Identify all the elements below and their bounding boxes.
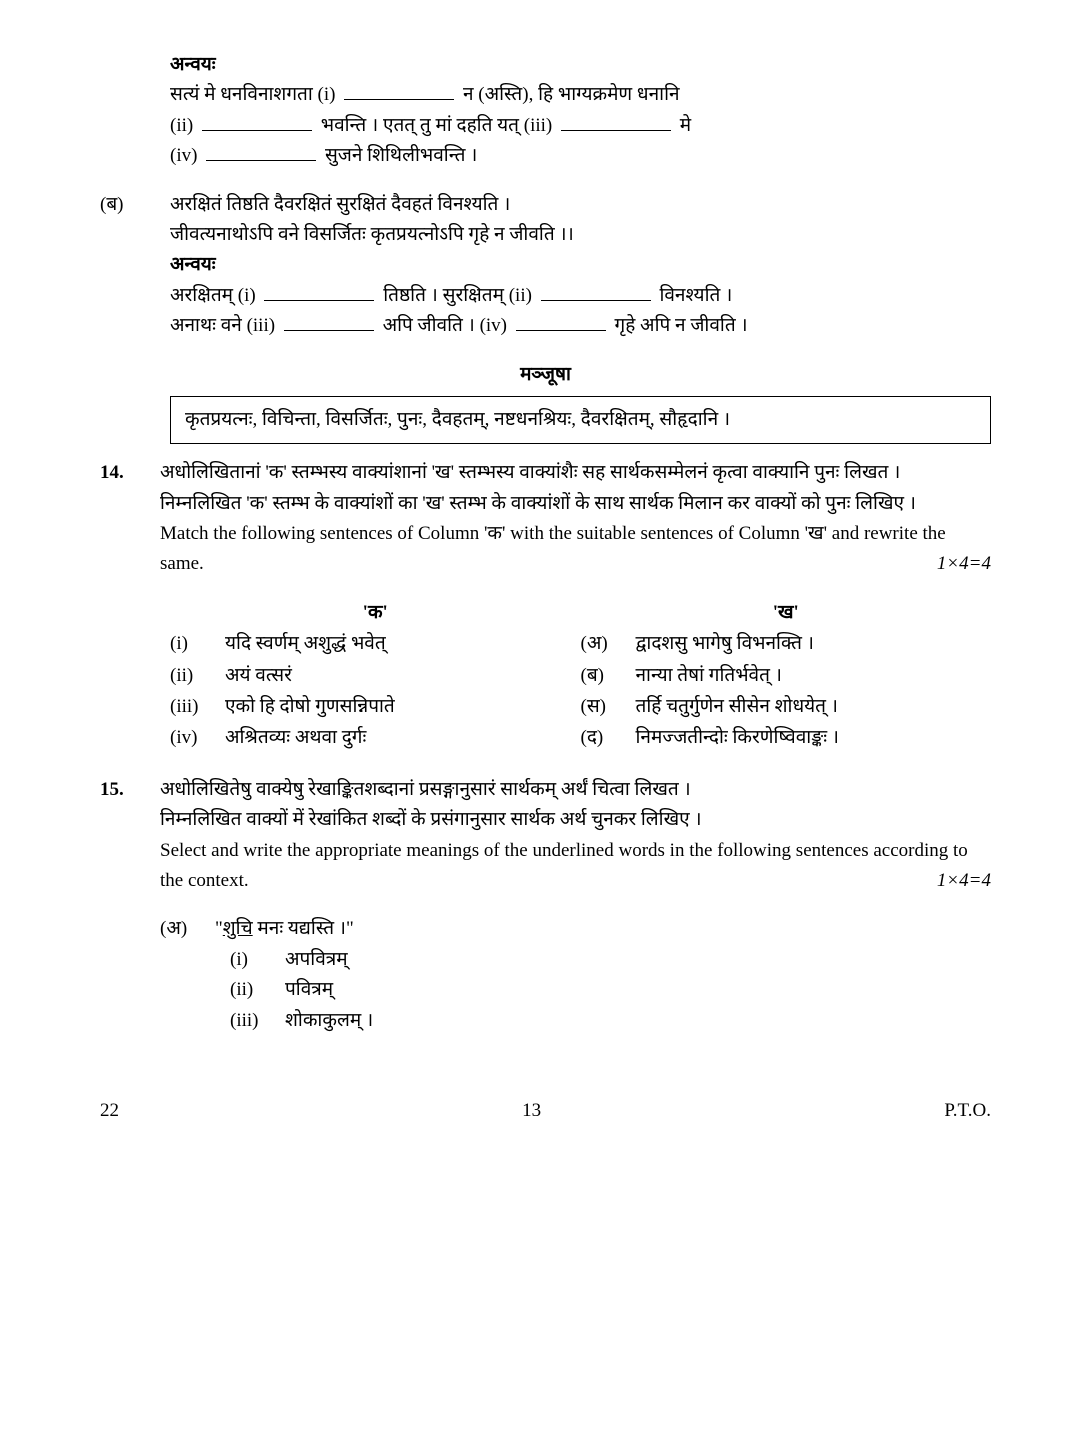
q15-a-options: (i)अपवित्रम् (ii)पवित्रम् (iii)शोकाकुलम्… — [230, 945, 991, 1036]
ka-row: (i)यदि स्वर्णम् अशुद्धं भवेत् — [170, 629, 581, 659]
option-row: (ii)पवित्रम् — [230, 975, 991, 1005]
q14-columns: 'क' (i)यदि स्वर्णम् अशुद्धं भवेत् (ii)अय… — [170, 598, 991, 755]
anvaya-line3: (iv) सुजने शिथिलीभवन्ति । — [170, 141, 991, 171]
blank — [344, 80, 454, 100]
shloka-line2: जीवत्यनाथोऽपि वने विसर्जितः कृतप्रयत्नोऽ… — [170, 220, 991, 250]
footer-center: 13 — [522, 1096, 541, 1126]
question-15: 15. अधोलिखितेषु वाक्येषु रेखाङ्कितशब्दान… — [100, 775, 991, 897]
blank — [202, 111, 312, 131]
option-row: (i)अपवित्रम् — [230, 945, 991, 975]
anvaya-b-line2: अनाथः वने (iii) अपि जीवति । (iv) गृहे अप… — [170, 311, 991, 341]
q15-number: 15. — [100, 775, 160, 897]
kha-row: (स)तर्हि चतुर्गुणेन सीसेन शोधयेत् । — [581, 692, 992, 722]
ka-row: (ii)अयं वत्सरं — [170, 661, 581, 691]
q14-marks: 1×4=4 — [937, 549, 991, 579]
ka-row: (iii)एको हि दोषो गुणसन्निपाते — [170, 692, 581, 722]
q15-marks: 1×4=4 — [937, 866, 991, 896]
q14-number: 14. — [100, 458, 160, 580]
blank — [541, 281, 651, 301]
column-ka: 'क' (i)यदि स्वर्णम् अशुद्धं भवेत् (ii)अय… — [170, 598, 581, 755]
part-b: (ब) अरक्षितं तिष्ठति दैवरक्षितं सुरक्षित… — [100, 190, 991, 342]
blank — [516, 311, 606, 331]
blank — [284, 311, 374, 331]
col-ka-head: 'क' — [170, 598, 581, 628]
q15-a-marker: (अ) — [160, 914, 215, 944]
page-footer: 22 13 P.T.O. — [100, 1096, 991, 1126]
q15-sanskrit: अधोलिखितेषु वाक्येषु रेखाङ्कितशब्दानां प… — [160, 775, 991, 805]
q15-part-a: (अ) "शुचि मनः यद्यस्ति ।" — [160, 914, 991, 944]
question-14: 14. अधोलिखितानां 'क' स्तम्भस्य वाक्यांशा… — [100, 458, 991, 580]
q14-english: Match the following sentences of Column … — [160, 519, 991, 580]
anvaya-top: अन्वयः सत्यं मे धनविनाशगता (i) न (अस्ति)… — [170, 50, 991, 172]
anvaya-line2: (ii) भवन्ति । एतत् तु मां दहति यत् (iii)… — [170, 111, 991, 141]
q15-hindi: निम्नलिखित वाक्यों में रेखांकित शब्दों क… — [160, 805, 991, 835]
blank — [561, 111, 671, 131]
col-kha-head: 'ख' — [581, 598, 992, 628]
ka-row: (iv)अश्रितव्यः अथवा दुर्गः — [170, 723, 581, 753]
blank — [264, 281, 374, 301]
kha-row: (ब)नान्या तेषां गतिर्भवेत् । — [581, 661, 992, 691]
anvaya-b-line1: अरक्षितम् (i) तिष्ठति । सुरक्षितम् (ii) … — [170, 281, 991, 311]
part-b-marker: (ब) — [100, 190, 170, 342]
anvaya-label: अन्वयः — [170, 50, 991, 80]
option-row: (iii)शोकाकुलम् । — [230, 1006, 991, 1036]
anvaya-line1: सत्यं मे धनविनाशगता (i) न (अस्ति), हि भा… — [170, 80, 991, 110]
q14-sanskrit: अधोलिखितानां 'क' स्तम्भस्य वाक्यांशानां … — [160, 458, 991, 488]
footer-right: P.T.O. — [944, 1096, 991, 1126]
kha-row: (अ)द्वादशसु भागेषु विभनक्ति । — [581, 629, 992, 659]
blank — [206, 141, 316, 161]
kha-row: (द)निमज्जतीन्दोः किरणेष्विवाङ्कः । — [581, 723, 992, 753]
manjusha-box: कृतप्रयत्नः, विचिन्ता, विसर्जितः, पुनः, … — [170, 396, 991, 444]
footer-left: 22 — [100, 1096, 119, 1126]
underlined-word: शुचि — [223, 918, 253, 939]
manjusha-title: मञ्जूषा — [100, 360, 991, 390]
q15-english: Select and write the appropriate meaning… — [160, 836, 991, 897]
column-kha: 'ख' (अ)द्वादशसु भागेषु विभनक्ति । (ब)नान… — [581, 598, 992, 755]
q14-hindi: निम्नलिखित 'क' स्तम्भ के वाक्यांशों का '… — [160, 489, 991, 519]
shloka-line1: अरक्षितं तिष्ठति दैवरक्षितं सुरक्षितं दै… — [170, 190, 991, 220]
anvaya-label-b: अन्वयः — [170, 250, 991, 280]
q15-a-quote: "शुचि मनः यद्यस्ति ।" — [215, 914, 354, 944]
